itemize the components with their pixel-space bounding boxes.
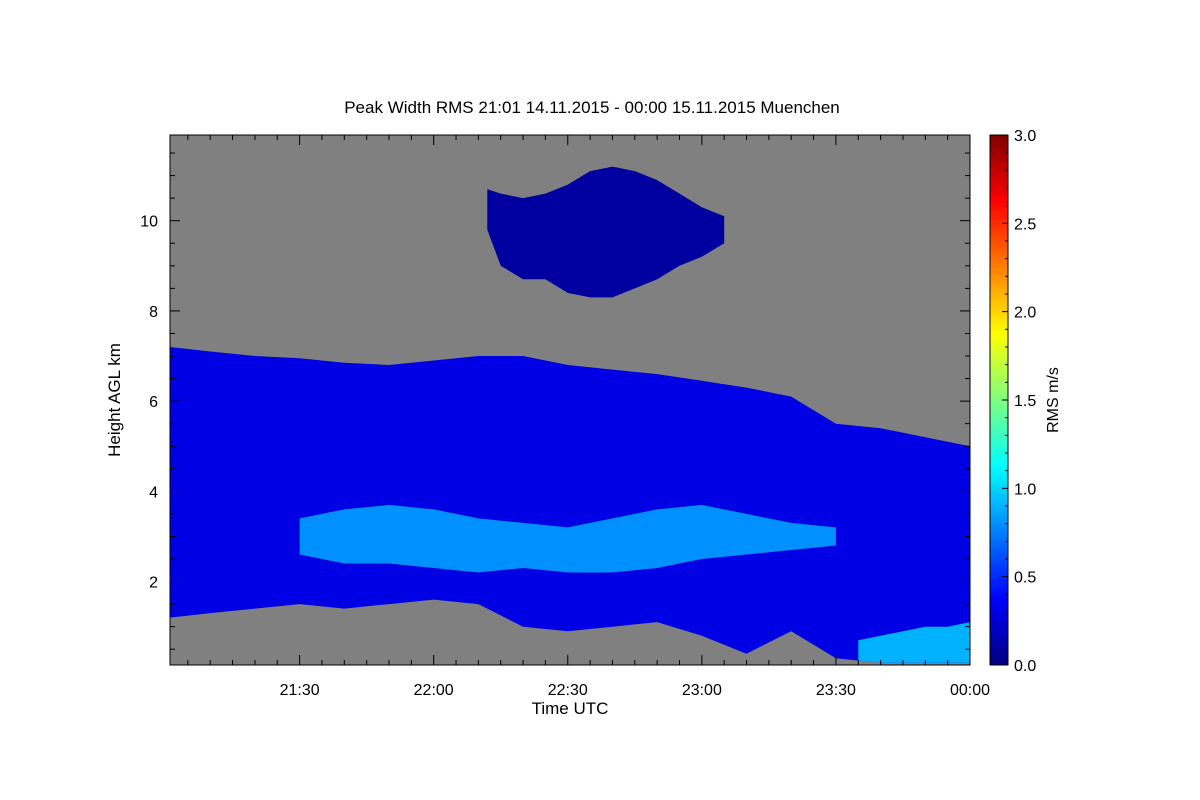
y-tick-label: 8 bbox=[149, 304, 158, 321]
colorbar-tick-label: 1.0 bbox=[1014, 481, 1036, 498]
plot-frame bbox=[169, 134, 971, 666]
x-tick-label: 21:30 bbox=[280, 682, 320, 699]
heatmap-region-1 bbox=[170, 347, 970, 663]
x-axis: 21:30 22:00 22:30 23:00 23:30 00:00 bbox=[187, 135, 990, 699]
colorbar-tick-label: 2.0 bbox=[1014, 305, 1036, 322]
y-axis-label: Height AGL km bbox=[105, 343, 124, 457]
heatmap-region-2 bbox=[299, 504, 836, 573]
y-tick-label: 2 bbox=[149, 575, 158, 592]
x-tick-label: 23:30 bbox=[816, 682, 856, 699]
colorbar-tick-label: 3.0 bbox=[1014, 128, 1036, 145]
y-tick-label: 6 bbox=[149, 394, 158, 411]
colorbar-tick-label: 1.5 bbox=[1014, 393, 1036, 410]
heatmap-region-3 bbox=[487, 166, 725, 298]
x-tick-label: 22:30 bbox=[548, 682, 588, 699]
y-tick-label: 10 bbox=[140, 214, 158, 231]
x-tick-label: 00:00 bbox=[950, 682, 990, 699]
chart-title: Peak Width RMS 21:01 14.11.2015 - 00:00 … bbox=[344, 98, 840, 117]
x-tick-label: 22:00 bbox=[414, 682, 454, 699]
colorbar-tick-label: 0.0 bbox=[1014, 658, 1036, 675]
heatmap-layer bbox=[170, 166, 970, 663]
y-axis: 2 4 6 8 10 bbox=[140, 152, 970, 650]
y-tick-label: 4 bbox=[149, 484, 158, 501]
x-tick-label: 23:00 bbox=[682, 682, 722, 699]
colorbar-label: RMS m/s bbox=[1045, 367, 1062, 433]
x-axis-label: Time UTC bbox=[532, 699, 609, 718]
colorbar-tick-label: 0.5 bbox=[1014, 570, 1036, 587]
colorbar-tick-label: 2.5 bbox=[1014, 216, 1036, 233]
colorbar-axis: 0.0 0.5 1.0 1.5 2.0 2.5 3.0 bbox=[1002, 128, 1036, 675]
heatmap-region-4 bbox=[858, 622, 970, 663]
